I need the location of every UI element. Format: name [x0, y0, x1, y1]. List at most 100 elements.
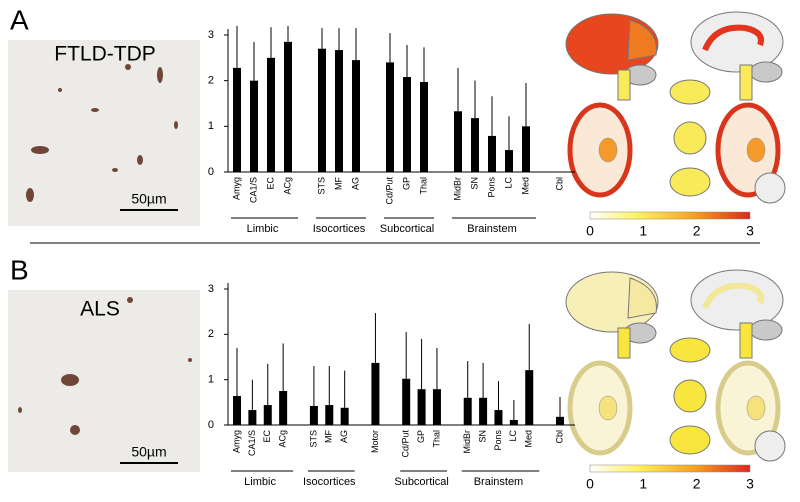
category-label: ACg: [278, 430, 288, 448]
bar: [525, 370, 534, 425]
bar: [471, 118, 479, 172]
category-label: GP: [401, 177, 411, 190]
color-scale-label: 0: [586, 476, 594, 492]
color-scale: [589, 464, 751, 473]
bar: [432, 389, 441, 425]
color-scale: [589, 211, 751, 220]
category-label: LC: [503, 177, 513, 189]
y-tick-label: 2: [208, 75, 214, 87]
bar: [284, 41, 292, 172]
category-label: EC: [262, 430, 272, 443]
color-scale-label: 2: [693, 476, 701, 492]
color-scale-label: 3: [746, 476, 754, 492]
bar: [420, 82, 428, 172]
category-label: AG: [350, 177, 360, 190]
category-label: MF: [324, 430, 334, 443]
category-label: STS: [308, 430, 318, 448]
brainstem-medial: [739, 64, 753, 101]
bar: [479, 397, 488, 425]
stained-cell: [125, 64, 131, 70]
bar: [340, 407, 349, 425]
brain-medial: [690, 11, 784, 73]
bar: [417, 389, 426, 425]
brainstem-section: [669, 337, 711, 363]
category-label: Cbl: [554, 177, 564, 191]
image-label: FTLD-TDP: [54, 43, 156, 66]
category-label: Amyg: [231, 430, 241, 453]
category-label: Amyg: [231, 177, 241, 200]
bar: [267, 57, 275, 173]
stained-cell: [157, 67, 163, 83]
color-scale-label: 1: [639, 223, 647, 239]
bar: [233, 67, 241, 172]
panel-letter: B: [10, 254, 29, 285]
y-tick-label: 3: [208, 283, 214, 295]
bar: [386, 62, 394, 172]
category-label: Cd/Put: [384, 177, 394, 205]
brain-medial-band: [702, 24, 764, 52]
category-label: CA1/S: [247, 430, 257, 456]
bar: [509, 420, 518, 425]
category-label: MidBr: [462, 430, 472, 454]
brain-lateral-region: [627, 19, 657, 61]
y-tick-label: 3: [208, 29, 214, 41]
category-label: CA1/S: [248, 177, 258, 203]
coronal-nucleus: [598, 395, 618, 421]
coronal-nucleus: [746, 137, 766, 163]
category-label: MidBr: [452, 177, 462, 201]
cerebellum-medial: [749, 61, 783, 83]
brainstem-section: [669, 79, 711, 105]
bar: [522, 126, 530, 172]
y-tick-label: 2: [208, 328, 214, 340]
category-label: EC: [265, 177, 275, 190]
brainstem-section: [673, 379, 707, 413]
micrograph: [8, 290, 200, 472]
bar: [403, 77, 411, 172]
bar: [505, 150, 513, 172]
image-label: ALS: [80, 298, 120, 321]
stained-cell: [91, 108, 99, 112]
brainstem-section: [669, 425, 711, 455]
scale-bar-label: 50µm: [131, 444, 166, 460]
category-label: LC: [508, 430, 518, 442]
y-tick-label: 0: [208, 419, 214, 431]
group-label: Subcortical: [380, 223, 434, 235]
category-label: Pons: [486, 177, 496, 198]
brainstem-section: [673, 121, 707, 155]
bar: [279, 391, 288, 425]
bar: [335, 50, 343, 172]
bar: [325, 405, 334, 425]
panel-letter: A: [10, 4, 29, 35]
category-label: GP: [416, 430, 426, 443]
y-tick-label: 0: [208, 166, 214, 178]
stained-cell: [61, 374, 79, 386]
stained-cell: [174, 121, 178, 129]
bar: [309, 405, 318, 425]
group-label: Isocortices: [313, 223, 366, 235]
bar: [556, 416, 564, 425]
group-label: Limbic: [247, 223, 279, 235]
category-label: Cd/Put: [401, 430, 411, 458]
category-label: Thal: [431, 430, 441, 448]
coronal-nucleus: [598, 137, 618, 163]
bar: [371, 362, 380, 425]
stained-cell: [112, 168, 118, 172]
stained-cell: [31, 146, 49, 154]
category-label: Med: [520, 177, 530, 195]
brain-lateral-region: [627, 277, 657, 319]
brainstem-section: [669, 167, 711, 197]
bar: [250, 80, 258, 172]
stained-cell: [70, 425, 80, 435]
bar: [233, 395, 241, 425]
bar: [494, 410, 503, 425]
cerebellum-medial: [749, 319, 783, 341]
brainstem: [617, 327, 631, 359]
y-tick-label: 1: [208, 374, 214, 386]
bar: [318, 48, 326, 173]
bar: [263, 405, 272, 425]
category-label: MF: [333, 177, 343, 190]
group-label: Limbic: [244, 476, 276, 488]
category-label: SN: [469, 177, 479, 190]
